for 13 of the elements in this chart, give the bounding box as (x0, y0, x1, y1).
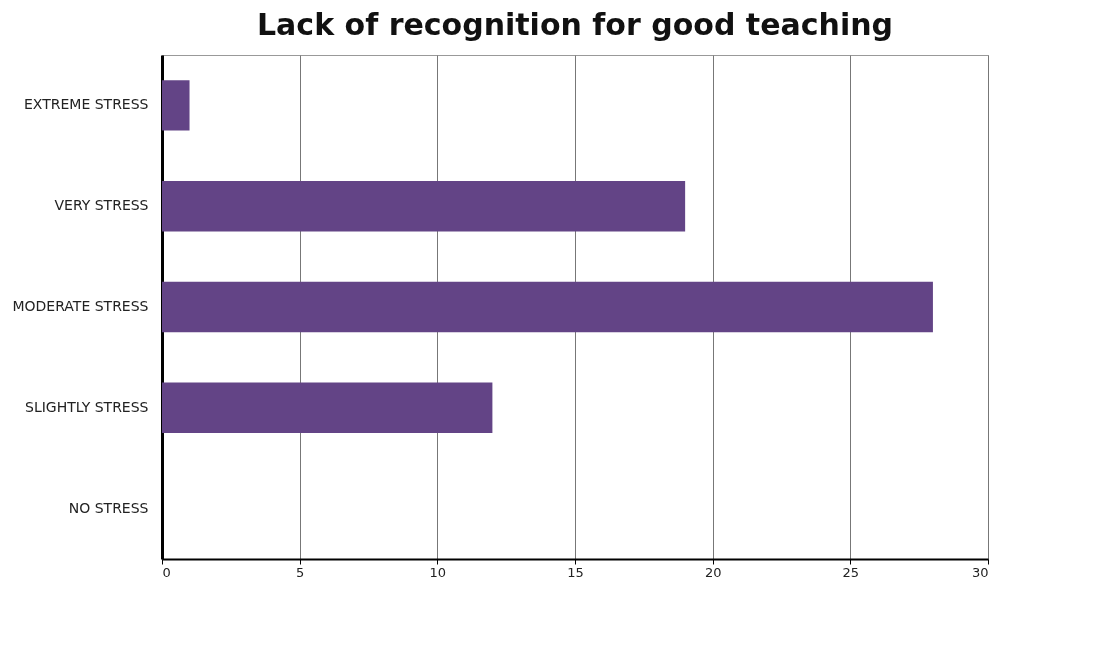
x-tick-label: 20 (704, 564, 722, 580)
y-tick-label: MODERATE STRESS (12, 298, 149, 314)
x-tick-label: 15 (567, 564, 584, 580)
y-tick-label: VERY STRESS (54, 197, 149, 214)
y-tick-label: SLIGHTLY STRESS (25, 398, 149, 415)
x-tick-label: 5 (296, 564, 305, 580)
x-tick-label: 30 (971, 564, 989, 580)
y-tick-label: NO STRESS (68, 499, 149, 516)
x-tick-label: 25 (842, 564, 860, 580)
y-tick-label: EXTREME STRESS (24, 96, 149, 113)
x-tick-label: 0 (162, 564, 171, 580)
chart-title: Lack of recognition for good teaching (256, 7, 894, 42)
x-tick-label: 10 (429, 564, 447, 580)
